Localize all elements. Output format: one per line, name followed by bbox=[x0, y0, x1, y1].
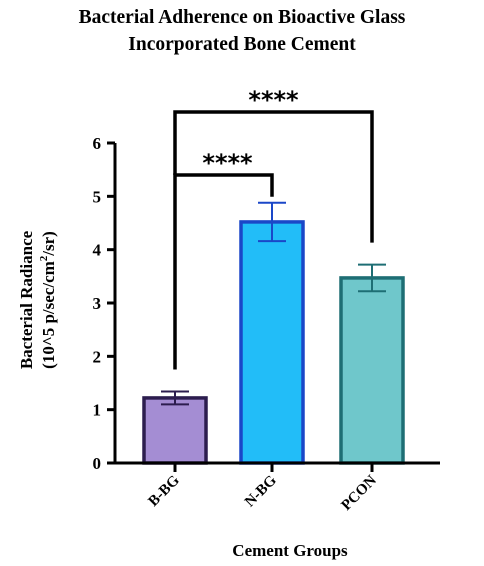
y-axis-label: Bacterial Radiance (10^5 p/sec/cm2/sr) bbox=[17, 230, 58, 369]
y-axis-label-superscript: 2 bbox=[38, 255, 50, 261]
y-tick-label: 0 bbox=[93, 454, 102, 473]
y-tick-label: 2 bbox=[93, 347, 102, 366]
bar-b-bg bbox=[142, 396, 208, 465]
x-category-label: PCON bbox=[338, 472, 379, 513]
bar-pcon bbox=[339, 276, 405, 465]
y-axis-label-unit: (10^5 p/sec/cm bbox=[39, 261, 58, 369]
x-category-label: N-BG bbox=[242, 472, 280, 510]
y-axis-label-unit-end: /sr) bbox=[39, 231, 58, 257]
bar-n-bg bbox=[239, 220, 305, 465]
significance-label: **** bbox=[202, 149, 253, 177]
y-tick-label: 4 bbox=[93, 241, 102, 260]
significance-bracket-bbg-nbg bbox=[173, 173, 274, 370]
y-tick-label: 3 bbox=[93, 294, 102, 313]
chart-title-line-2: Incorporated Bone Cement bbox=[128, 34, 356, 55]
y-tick-label: 6 bbox=[93, 134, 102, 153]
y-tick-label: 5 bbox=[93, 187, 102, 206]
y-axis-label-line-1: Bacterial Radiance bbox=[17, 230, 36, 369]
y-axis-label-line-2: (10^5 p/sec/cm2/sr) bbox=[38, 231, 58, 369]
y-tick-label: 1 bbox=[93, 401, 102, 420]
chart-title-line-1: Bacterial Adherence on Bioactive Glass bbox=[79, 7, 406, 28]
significance-bracket-bbg-pcon bbox=[173, 110, 374, 243]
x-axis-label: Cement Groups bbox=[232, 541, 348, 560]
plot-area: 0 1 2 3 4 5 6 B-BG N-BG PCON **** **** bbox=[93, 86, 440, 514]
significance-label: **** bbox=[248, 86, 299, 114]
x-category-label: B-BG bbox=[146, 472, 183, 509]
